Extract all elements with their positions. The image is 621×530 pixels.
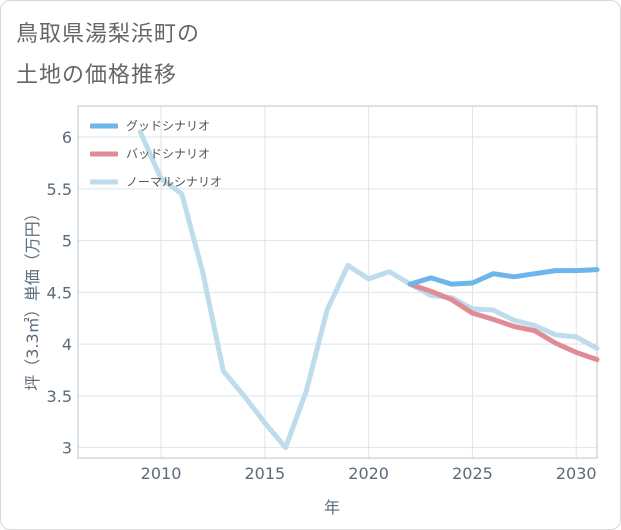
plot-area-frame: [77, 105, 598, 459]
x-axis-title: 年: [324, 498, 340, 517]
y-tick-label: 4.5: [47, 283, 72, 302]
legend-label-bad: バッドシナリオ: [126, 147, 210, 161]
y-tick-label: 5.5: [47, 180, 72, 199]
x-tick-label: 2025: [452, 464, 493, 483]
y-tick-label: 5: [62, 232, 72, 251]
y-axis-title: 坪（3.3㎡）単価（万円）: [23, 205, 42, 390]
y-tick-label: 4: [62, 335, 72, 354]
series-line-normal: [137, 129, 600, 451]
legend-label-normal: ノーマルシナリオ: [126, 175, 222, 189]
x-tick-label: 2010: [141, 464, 182, 483]
y-tick-label: 6: [62, 128, 72, 147]
series-line-bad: [407, 281, 600, 363]
axis-ticks: 2010 2015 2020 2025 2030 3 3.5 4 4.5 5 5.5 6: [47, 128, 597, 483]
series-line-good: [407, 267, 600, 287]
x-tick-label: 2030: [556, 464, 597, 483]
x-tick-label: 2020: [348, 464, 389, 483]
series-lines: [137, 129, 600, 451]
y-tick-label: 3.5: [47, 387, 72, 406]
x-tick-label: 2015: [244, 464, 285, 483]
legend-label-good: グッドシナリオ: [126, 119, 210, 133]
chart-title-line-2: 土地の価格推移: [16, 63, 178, 88]
y-tick-label: 3: [62, 439, 72, 458]
chart-title-line-1: 鳥取県湯梨浜町の: [16, 22, 201, 47]
